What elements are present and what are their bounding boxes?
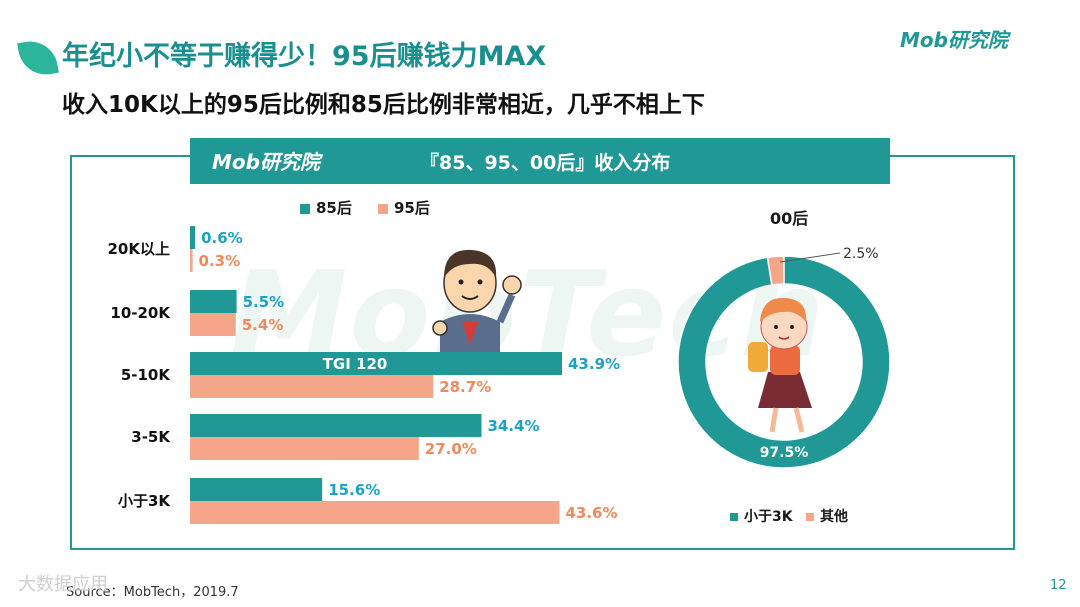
bar-95后-3-5K bbox=[190, 437, 419, 460]
legend-swatch-icon bbox=[300, 203, 310, 214]
band-logo: Mob研究院 bbox=[212, 150, 320, 174]
bar-value-label: 34.4% bbox=[487, 417, 539, 435]
girl-illustration-icon bbox=[748, 297, 812, 433]
panel-header-band bbox=[190, 138, 890, 184]
businessman-illustration-icon bbox=[432, 249, 522, 352]
bar-value-label: 28.7% bbox=[439, 378, 491, 396]
bar-value-label: 15.6% bbox=[328, 481, 380, 499]
category-label: 20K以上 bbox=[108, 240, 171, 258]
legend-label: 95后 bbox=[394, 199, 430, 217]
tgi-annotation: TGI 120 bbox=[323, 355, 388, 373]
bar-value-label: 0.3% bbox=[199, 252, 241, 270]
band-title: 『85、95、00后』收入分布 bbox=[420, 152, 671, 174]
page-subtitle: 收入10K以上的95后比例和85后比例非常相近，几乎不相上下 bbox=[62, 92, 705, 118]
bar-95后-20K以上 bbox=[190, 249, 193, 272]
bar-85后-20K以上 bbox=[190, 226, 196, 249]
donut-legend-1: 小于3K bbox=[730, 506, 793, 526]
donut-value-label: 97.5% bbox=[760, 445, 809, 461]
bar-value-label: 43.6% bbox=[565, 504, 617, 522]
bar-value-label: 5.5% bbox=[243, 293, 285, 311]
page-number: 12 bbox=[1050, 578, 1067, 593]
bar-value-label: 27.0% bbox=[425, 440, 477, 458]
donut-legend-2: 其他 bbox=[806, 506, 848, 526]
brand-logo: Mob研究院 bbox=[900, 28, 1008, 52]
legend-label: 85后 bbox=[316, 199, 352, 217]
category-label: 5-10K bbox=[121, 366, 172, 384]
legend-swatch-icon bbox=[806, 513, 814, 521]
bar-95后-小于3K bbox=[190, 501, 560, 524]
bar-85后-5-10K bbox=[190, 352, 562, 375]
legend-item-95: 95后 bbox=[378, 197, 430, 218]
donut-slice-小于3K bbox=[677, 255, 891, 469]
bar-value-label: 0.6% bbox=[201, 229, 243, 247]
page-title: 年纪小不等于赚得少！95后赚钱力MAX bbox=[62, 41, 547, 72]
category-label: 小于3K bbox=[118, 492, 171, 510]
bar-85后-3-5K bbox=[190, 414, 482, 437]
category-label: 3-5K bbox=[131, 428, 171, 446]
leader-line bbox=[779, 252, 841, 263]
bar-value-label: 43.9% bbox=[568, 355, 620, 373]
bar-95后-10-20K bbox=[190, 313, 236, 336]
bar-95后-5-10K bbox=[190, 375, 434, 398]
donut-title: 00后 bbox=[770, 209, 809, 228]
donut-value-label: 2.5% bbox=[843, 246, 879, 262]
bar-85后-小于3K bbox=[190, 478, 323, 501]
donut-legend-label: 小于3K bbox=[744, 509, 793, 525]
legend-item-85: 85后 bbox=[300, 197, 352, 218]
donut-legend-label: 其他 bbox=[820, 509, 848, 525]
legend-swatch-icon bbox=[378, 203, 388, 214]
bar-value-label: 5.4% bbox=[242, 316, 284, 334]
legend-swatch-icon bbox=[730, 513, 738, 521]
bar-85后-10-20K bbox=[190, 290, 237, 313]
corner-watermark: 大数据应用 bbox=[18, 574, 108, 595]
category-label: 10-20K bbox=[110, 304, 171, 322]
source-note: Source：MobTech，2019.7 bbox=[66, 585, 239, 600]
